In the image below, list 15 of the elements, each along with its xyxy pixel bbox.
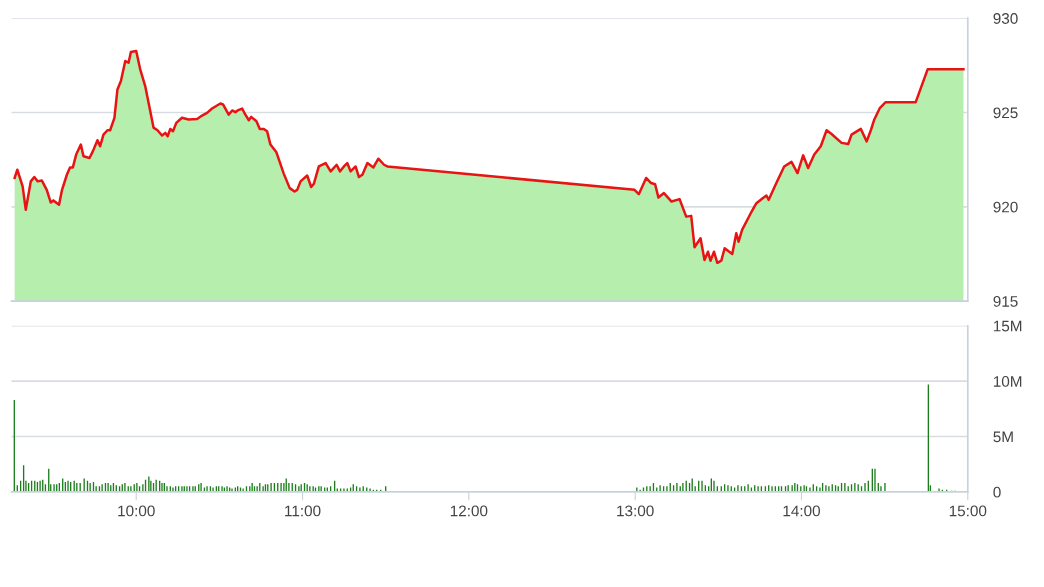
- y-tick-label: 920: [993, 201, 1018, 213]
- x-tick-label: 11:00: [285, 505, 321, 517]
- x-tick-label: 13:00: [617, 505, 654, 517]
- line-series: [13, 49, 965, 265]
- x-tick-label: 15:00: [949, 505, 987, 517]
- x-tick-label: 10:00: [118, 505, 155, 517]
- y-tick-label: 10M: [993, 376, 1022, 387]
- x-tick-label: 12:00: [450, 505, 488, 517]
- y-tick-label: 5M: [993, 431, 1013, 443]
- y-tick-label: 925: [993, 107, 1018, 119]
- y-tick-label: 15M: [993, 320, 1022, 332]
- y-tick-label: 0: [993, 486, 1001, 498]
- x-tick-label: 14:00: [783, 505, 820, 517]
- y-tick-label: 930: [993, 13, 1018, 24]
- y-tick-label: 915: [993, 296, 1018, 307]
